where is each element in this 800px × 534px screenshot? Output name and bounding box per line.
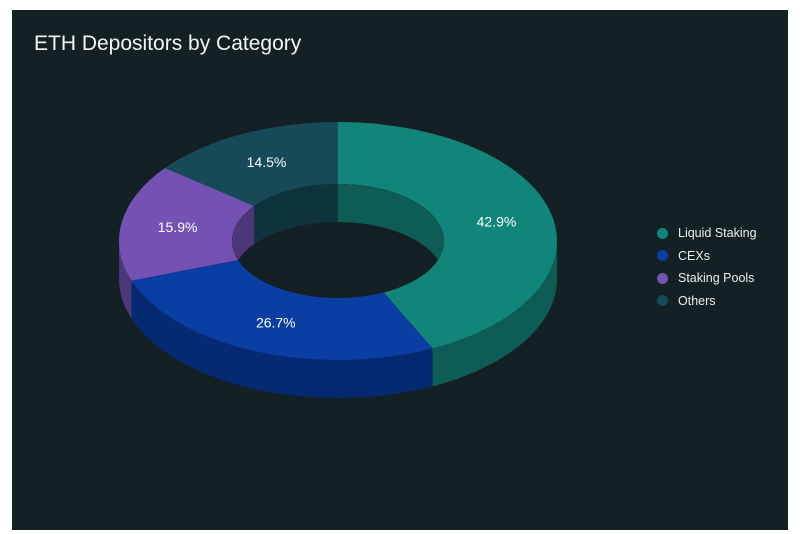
legend-swatch: [657, 227, 668, 239]
slice-liquid-staking: [338, 122, 557, 349]
legend: Liquid Staking CEXs Staking Pools Others: [657, 222, 757, 312]
legend-swatch: [657, 295, 668, 307]
donut-top-layer: [119, 122, 557, 360]
chart-title: ETH Depositors by Category: [34, 32, 302, 55]
chart-container: ETH Depositors by Category 42.9% 26.7% 15.…: [12, 10, 788, 530]
slice-cexs: [131, 259, 433, 360]
legend-swatch: [657, 272, 668, 284]
data-labels: 42.9% 26.7% 15.9% 14.5%: [158, 154, 517, 330]
legend-item-others[interactable]: Others: [657, 290, 757, 313]
legend-item-cexs[interactable]: CEXs: [657, 245, 757, 268]
data-label-staking-pools: 15.9%: [158, 219, 198, 235]
outer-wall-liquid-staking: [432, 241, 557, 387]
inner-wall-liquid-staking: [338, 184, 444, 279]
donut-chart: 42.9% 26.7% 15.9% 14.5%: [119, 122, 557, 398]
inner-wall-others: [254, 184, 338, 245]
outer-wall-cexs: [131, 280, 433, 398]
legend-label: Staking Pools: [678, 271, 755, 286]
data-label-cexs: 26.7%: [256, 314, 296, 330]
legend-item-liquid-staking[interactable]: Liquid Staking: [657, 222, 757, 245]
outer-wall-staking-pools: [119, 241, 132, 319]
data-label-others: 14.5%: [247, 154, 287, 170]
legend-label: Others: [678, 293, 716, 308]
slice-staking-pools: [119, 168, 255, 281]
legend-item-staking-pools[interactable]: Staking Pools: [657, 267, 757, 290]
data-label-liquid-staking: 42.9%: [477, 214, 517, 230]
donut-depth-layer: [119, 241, 557, 398]
legend-swatch: [657, 250, 668, 262]
slice-others: [164, 122, 338, 207]
legend-label: Liquid Staking: [678, 226, 757, 241]
legend-label: CEXs: [678, 248, 710, 263]
